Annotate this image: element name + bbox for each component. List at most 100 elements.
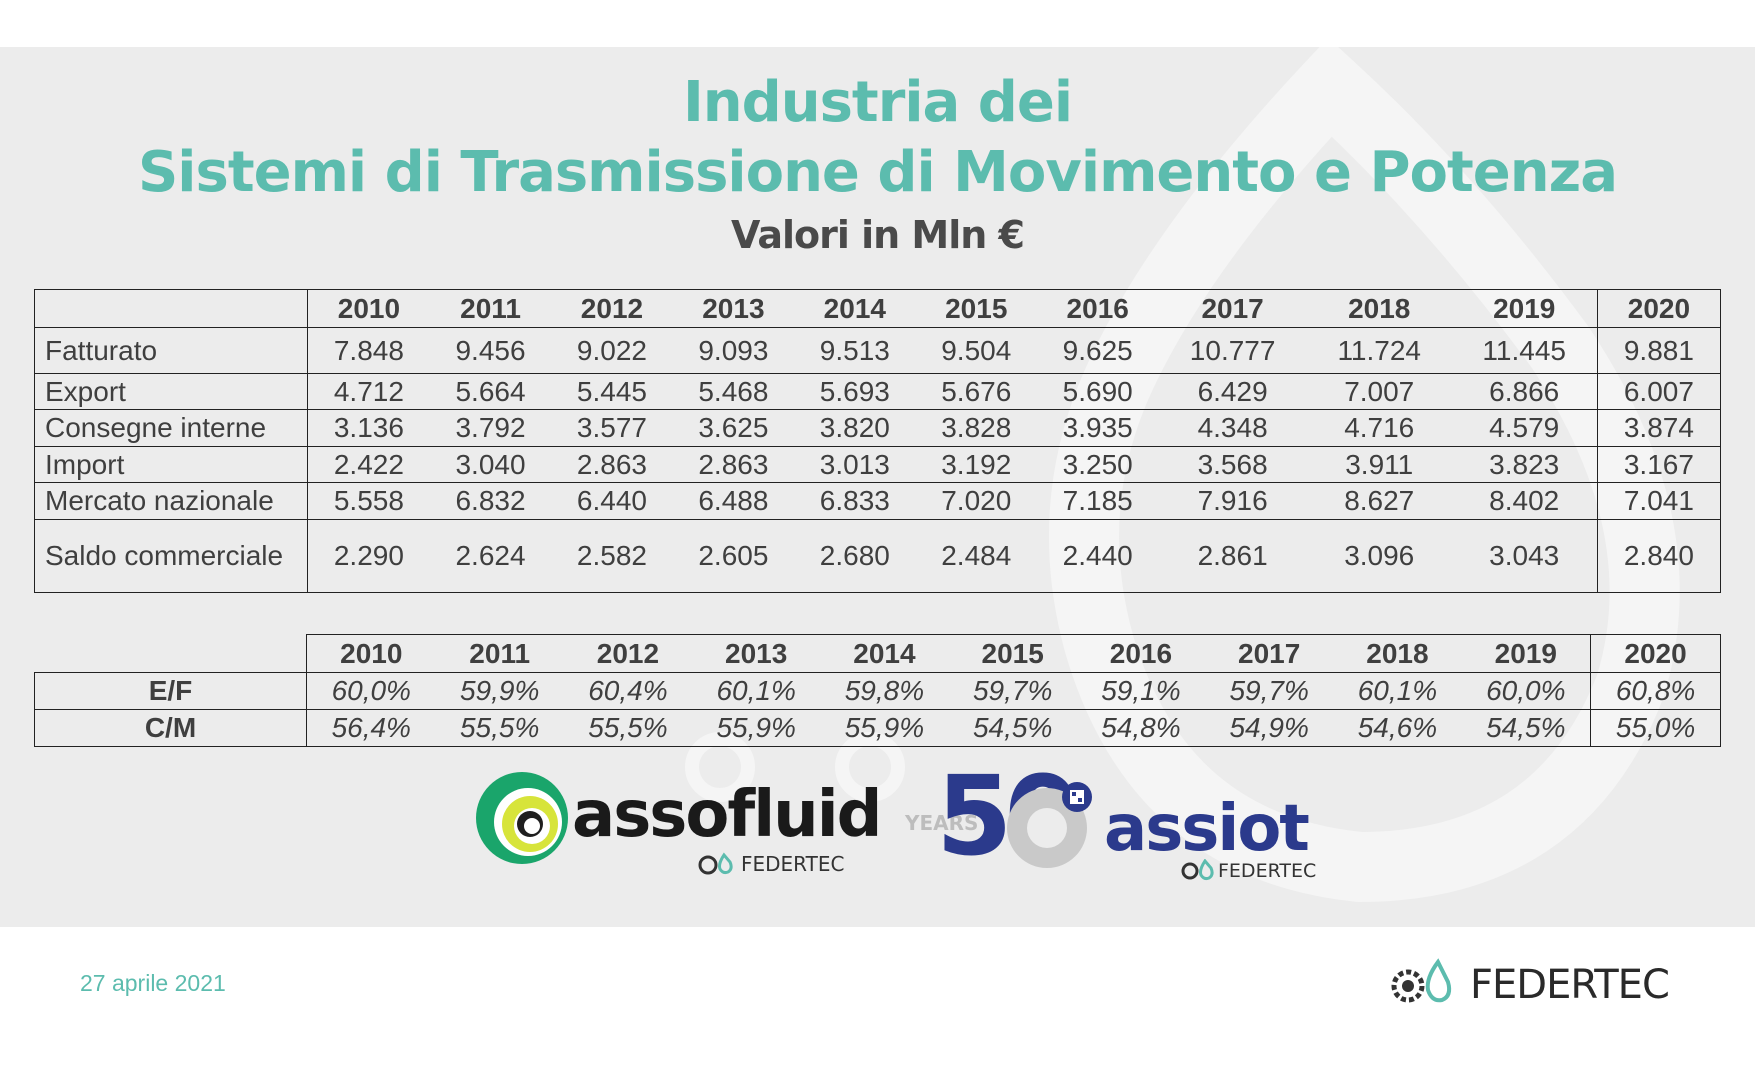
table-row: Fatturato 7.848 9.456 9.022 9.093 9.513 9.504 9… (34, 327, 1721, 374)
ratio-cell: 54,9% (1205, 709, 1334, 747)
title-line-2: Sistemi di Trasmissione di Movimento e P… (137, 140, 1618, 205)
value-cell: 6.833 (794, 482, 916, 520)
value-cell: 5.558 (307, 482, 430, 520)
year-header: 2011 (429, 289, 552, 328)
year-header: 2015 (948, 634, 1077, 673)
ratio-cell: 59,9% (435, 672, 564, 710)
year-header: 2019 (1451, 289, 1598, 328)
value-cell: 6.488 (672, 482, 795, 520)
year-header: 2010 (307, 289, 430, 328)
year-header: 2018 (1306, 289, 1452, 328)
ratio-cell: 54,6% (1333, 709, 1462, 747)
year-header: 2019 (1461, 634, 1591, 673)
assiot-federtec-label: FEDERTEC (1218, 860, 1317, 882)
year-header: 2020 (1596, 289, 1721, 328)
date-label: 27 aprile 2021 (80, 970, 226, 996)
value-cell: 7.916 (1158, 482, 1307, 520)
year-header: 2013 (672, 289, 795, 328)
ratio-cell: 60,1% (1333, 672, 1462, 710)
ratio-cell: 55,0% (1590, 709, 1721, 747)
value-cell: 6.429 (1158, 373, 1307, 410)
value-cell: 3.874 (1596, 409, 1721, 447)
ratio-cell: 54,5% (948, 709, 1077, 747)
years-label: YEARS (905, 811, 979, 835)
year-header: 2014 (794, 289, 916, 328)
assiot-wordmark: assiot (1104, 792, 1310, 866)
title-line-1: Industria dei (682, 70, 1073, 135)
ratio-cell: 59,1% (1076, 672, 1206, 710)
ratio-label: C/M (34, 709, 307, 747)
value-cell: 3.935 (1036, 409, 1159, 447)
value-cell: 2.290 (307, 519, 430, 593)
ratio-corner-cell (34, 634, 307, 673)
row-label: Saldo commerciale (34, 519, 308, 593)
ratio-cell: 59,8% (820, 672, 949, 710)
value-cell: 7.185 (1036, 482, 1159, 520)
assofluid-federtec-label: FEDERTEC (741, 852, 845, 876)
ratio-cell: 60,4% (563, 672, 693, 710)
row-label: Import (34, 446, 308, 483)
value-cell: 3.823 (1451, 446, 1598, 483)
value-cell: 8.627 (1306, 482, 1452, 520)
value-cell: 3.043 (1451, 519, 1598, 593)
value-cell: 3.136 (307, 409, 430, 447)
year-header: 2016 (1076, 634, 1206, 673)
table-row: Saldo commerciale 2.290 2.624 2.582 2.605 2.6… (34, 519, 1721, 593)
year-header: 2011 (435, 634, 564, 673)
value-cell: 2.440 (1036, 519, 1159, 593)
value-cell: 7.007 (1306, 373, 1452, 410)
values-table: 2010 2011 2012 2013 2014 2015 2016 2017 … (34, 289, 1721, 593)
value-cell: 2.861 (1158, 519, 1307, 593)
corner-cell (34, 289, 308, 328)
value-cell: 2.484 (915, 519, 1037, 593)
value-cell: 2.680 (794, 519, 916, 593)
value-cell: 4.716 (1306, 409, 1452, 447)
row-label: Export (34, 373, 308, 410)
table-row: Mercato nazionale 5.558 6.832 6.440 6.488 6.8… (34, 482, 1721, 520)
value-cell: 7.041 (1596, 482, 1721, 520)
value-cell: 2.605 (672, 519, 795, 593)
value-cell: 3.192 (915, 446, 1037, 483)
value-cell: 2.582 (551, 519, 673, 593)
row-label: Mercato nazionale (34, 482, 308, 520)
ratio-cell: 54,8% (1076, 709, 1206, 747)
year-header: 2014 (820, 634, 949, 673)
value-cell: 4.579 (1451, 409, 1598, 447)
value-cell: 6.866 (1451, 373, 1598, 410)
value-cell: 5.693 (794, 373, 916, 410)
value-cell: 2.840 (1596, 519, 1721, 593)
year-header: 2016 (1036, 289, 1159, 328)
value-cell: 8.402 (1451, 482, 1598, 520)
value-cell: 3.167 (1596, 446, 1721, 483)
value-cell: 6.832 (429, 482, 552, 520)
value-cell: 5.445 (551, 373, 673, 410)
value-cell: 3.828 (915, 409, 1037, 447)
value-cell: 9.513 (794, 327, 916, 374)
value-cell: 2.624 (429, 519, 552, 593)
ratio-cell: 60,0% (306, 672, 436, 710)
value-cell: 2.863 (672, 446, 795, 483)
value-cell: 5.664 (429, 373, 552, 410)
ratio-cell: 54,5% (1461, 709, 1591, 747)
value-cell: 2.422 (307, 446, 430, 483)
year-header: 2017 (1158, 289, 1307, 328)
federtec-small-icon (1181, 859, 1214, 881)
assofluid-logo-icon (476, 772, 568, 864)
year-header: 2013 (692, 634, 821, 673)
ratio-row: E/F 60,0% 59,9% 60,4% 60,1% 59,8% 59,7% 59,1% 59… (34, 672, 1721, 710)
year-header: 2018 (1333, 634, 1462, 673)
year-header: 2020 (1590, 634, 1721, 673)
value-cell: 7.848 (307, 327, 430, 374)
value-cell: 3.911 (1306, 446, 1452, 483)
table-row: Export 4.712 5.664 5.445 5.468 5.693 5.676 5.69… (34, 373, 1721, 410)
ratio-cell: 55,9% (692, 709, 821, 747)
ratio-cell: 55,5% (563, 709, 693, 747)
value-cell: 5.690 (1036, 373, 1159, 410)
value-cell: 4.712 (307, 373, 430, 410)
ratio-table: 2010 2011 2012 2013 2014 2015 2016 2017 … (34, 634, 1721, 747)
year-header: 2012 (563, 634, 693, 673)
header-row: 2010 2011 2012 2013 2014 2015 2016 2017 … (34, 289, 1721, 328)
value-cell: 4.348 (1158, 409, 1307, 447)
row-label: Consegne interne (34, 409, 308, 447)
assofluid-wordmark: assofluid (572, 778, 882, 852)
